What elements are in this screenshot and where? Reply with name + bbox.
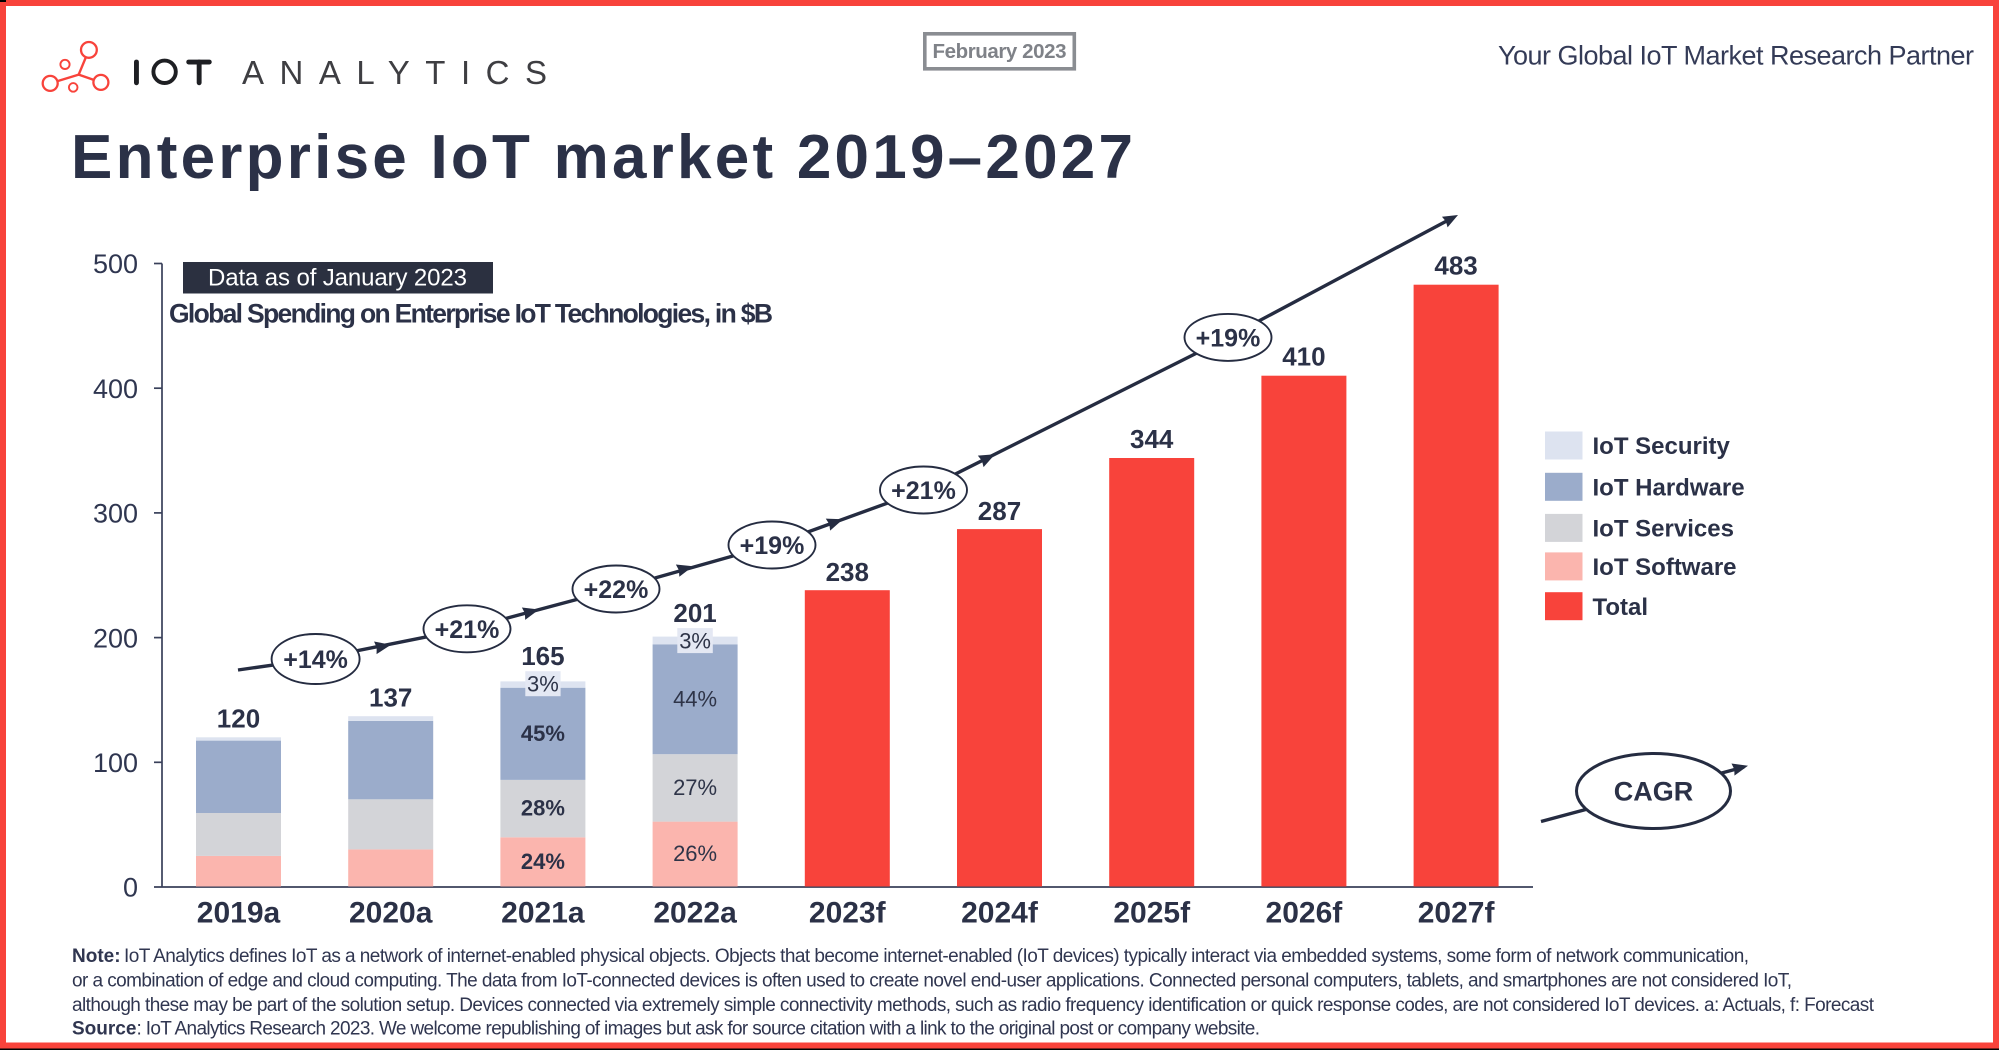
- svg-text:2024f: 2024f: [961, 897, 1039, 930]
- svg-text:Data as of January 2023: Data as of January 2023: [208, 265, 467, 292]
- svg-text:2022a: 2022a: [653, 897, 737, 930]
- svg-text:410: 410: [1282, 342, 1325, 372]
- svg-text:2027f: 2027f: [1418, 897, 1496, 930]
- svg-text:: IoT Analytics Research 2023.: : IoT Analytics Research 2023. We welcom…: [137, 1019, 1260, 1040]
- svg-text:+19%: +19%: [1196, 324, 1261, 352]
- svg-text:500: 500: [93, 249, 138, 279]
- svg-text:45%: 45%: [521, 721, 565, 746]
- svg-text:400: 400: [93, 374, 138, 404]
- svg-text:120: 120: [217, 704, 260, 734]
- svg-text:483: 483: [1434, 251, 1477, 281]
- svg-text:Total: Total: [1593, 594, 1649, 621]
- svg-text:137: 137: [369, 683, 412, 713]
- svg-text:IoT Hardware: IoT Hardware: [1593, 475, 1745, 502]
- svg-text:Your Global IoT Market Researc: Your Global IoT Market Research Partner: [1498, 41, 1974, 71]
- svg-text:+22%: +22%: [584, 576, 649, 604]
- svg-text:IoT Software: IoT Software: [1593, 554, 1737, 581]
- svg-text:2020a: 2020a: [349, 897, 433, 930]
- svg-text:CAGR: CAGR: [1614, 777, 1694, 807]
- svg-text:2023f: 2023f: [809, 897, 887, 930]
- svg-text:+21%: +21%: [891, 477, 956, 505]
- svg-text:200: 200: [93, 623, 138, 653]
- svg-text:Global Spending on Enterprise: Global Spending on Enterprise IoT Techno…: [169, 299, 773, 329]
- svg-text:Source: Source: [72, 1019, 136, 1040]
- svg-text:28%: 28%: [521, 796, 565, 821]
- svg-text:300: 300: [93, 499, 138, 529]
- svg-text:287: 287: [978, 496, 1021, 526]
- svg-text:344: 344: [1130, 424, 1174, 454]
- svg-text:165: 165: [521, 641, 564, 671]
- svg-text:201: 201: [673, 598, 716, 628]
- svg-text:ANALYTICS: ANALYTICS: [242, 54, 547, 91]
- svg-text:IoT Security: IoT Security: [1593, 433, 1731, 460]
- svg-text:27%: 27%: [673, 775, 717, 800]
- svg-text:although these may be part of: although these may be part of the soluti…: [72, 995, 1875, 1016]
- svg-text:2025f: 2025f: [1113, 897, 1191, 930]
- svg-text:100: 100: [93, 748, 138, 778]
- svg-text:26%: 26%: [673, 841, 717, 866]
- svg-text:238: 238: [826, 557, 869, 587]
- svg-text:+21%: +21%: [435, 616, 500, 644]
- svg-text:2021a: 2021a: [501, 897, 585, 930]
- svg-text:2019a: 2019a: [197, 897, 281, 930]
- svg-text:3%: 3%: [679, 629, 711, 654]
- svg-text:IoT Services: IoT Services: [1593, 516, 1734, 543]
- svg-text:3%: 3%: [527, 672, 559, 697]
- svg-text:Enterprise IoT market 2019–202: Enterprise IoT market 2019–2027: [71, 123, 1133, 192]
- svg-text:2026f: 2026f: [1266, 897, 1344, 930]
- svg-text:+14%: +14%: [283, 646, 348, 674]
- svg-text:Note:: Note:: [72, 946, 121, 967]
- svg-text:IoT Analytics defines IoT as a: IoT Analytics defines IoT as a network o…: [124, 946, 1749, 967]
- svg-text:February 2023: February 2023: [933, 40, 1067, 63]
- svg-text:24%: 24%: [521, 849, 565, 874]
- svg-text:+19%: +19%: [740, 532, 805, 560]
- svg-text:0: 0: [123, 873, 138, 903]
- svg-text:44%: 44%: [673, 686, 717, 711]
- svg-text:or a combination of edge and c: or a combination of edge and cloud compu…: [72, 971, 1792, 992]
